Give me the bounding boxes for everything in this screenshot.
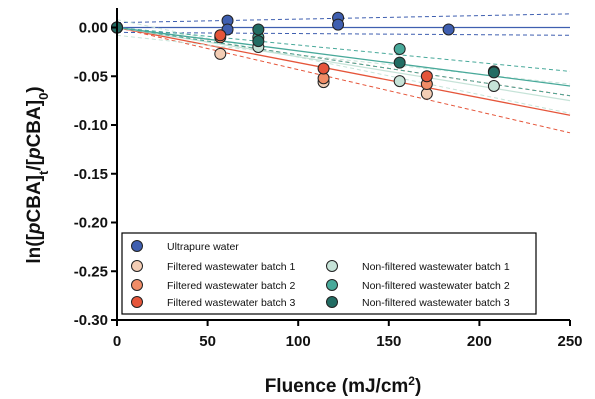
data-point-series-1-1 [215,48,226,59]
data-point-series-4-2 [394,76,405,87]
legend-label-4: Non-filtered wastewater batch 1 [362,261,510,273]
fit-line-series-4 [117,28,570,101]
data-point-series-6-2 [253,36,264,47]
x-axis-title: Fluence (mJ/cm2) [265,374,422,397]
data-point-series-5-2 [394,43,405,54]
y-tick-label-6: -0.30 [74,312,108,329]
data-point-series-0-4 [333,19,344,30]
y-tick-label-0: 0.00 [79,20,108,37]
legend-label-5: Non-filtered wastewater batch 2 [362,280,510,292]
data-point-series-6-4 [488,67,499,78]
x-tick-label-0: 0 [113,333,121,350]
x-tick-label-1: 50 [199,333,216,350]
fit-lines-layer [117,14,570,133]
y-tick-label-5: -0.25 [74,263,108,280]
data-point-series-6-1 [253,24,264,35]
data-point-series-3-2 [318,63,329,74]
legend-label-6: Non-filtered wastewater batch 3 [362,297,510,309]
legend-label-3: Filtered wastewater batch 3 [167,297,296,309]
x-tick-label-4: 200 [467,333,492,350]
y-tick-label-2: -0.10 [74,117,108,134]
legend-marker-2 [132,280,143,291]
legend-label-1: Filtered wastewater batch 1 [167,261,296,273]
data-point-series-6-3 [394,57,405,68]
legend-label-0: Ultrapure water [167,241,239,253]
legend-marker-5 [327,280,338,291]
y-axis-title: ln([pCBA]t/[pCBA]0) [24,86,51,263]
ci-lower-line-series-5 [117,28,570,96]
legend-marker-1 [132,261,143,272]
ci-lower-line-series-3 [117,28,570,133]
legend-label-2: Filtered wastewater batch 2 [167,280,296,292]
ci-lower-line-series-0 [117,32,570,35]
y-tick-label-3: -0.15 [74,166,108,183]
x-tick-label-2: 100 [286,333,311,350]
legend-marker-4 [327,261,338,272]
legend: Ultrapure water Filtered wastewater batch… [122,233,536,314]
y-tick-label-1: -0.05 [74,68,108,85]
y-tick-label-4: -0.20 [74,215,108,232]
x-tick-label-5: 250 [557,333,582,350]
data-point-series-4-3 [488,81,499,92]
legend-marker-3 [132,297,143,308]
fit-line-series-5 [117,28,570,87]
x-tick-label-3: 150 [376,333,401,350]
legend-marker-0 [132,241,143,252]
data-point-series-0-5 [443,24,454,35]
fit-line-series-3 [117,28,570,116]
data-point-series-3-1 [215,30,226,41]
legend-marker-6 [327,297,338,308]
data-point-series-3-3 [421,71,432,82]
